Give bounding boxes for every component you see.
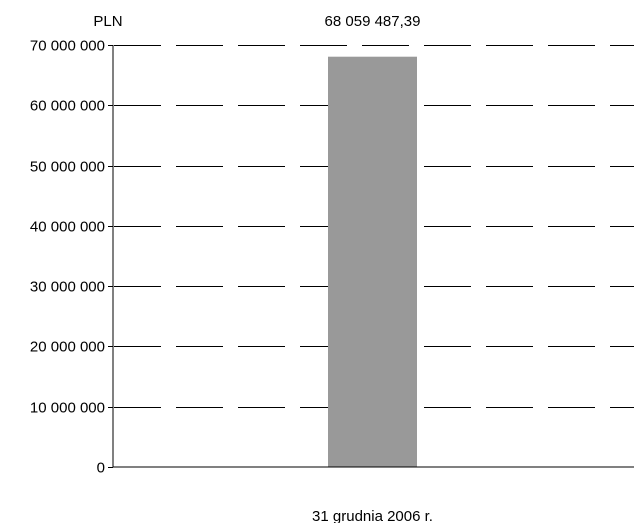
y-tick-label: 0	[97, 460, 105, 477]
y-axis-ticks: 0 10 000 000 20 000 000 30 000 000 40 000 00…	[30, 38, 113, 477]
y-tick-label: 20 000 000	[30, 339, 105, 356]
labels: 68 059 487,39 31 grudnia 2006 r.	[312, 13, 433, 523]
bar	[328, 56, 417, 468]
x-category-label: 31 grudnia 2006 r.	[312, 508, 433, 523]
y-axis-unit-label: PLN	[93, 13, 122, 30]
y-tick-label: 60 000 000	[30, 98, 105, 115]
bar-value-label: 68 059 487,39	[325, 13, 421, 30]
y-tick-label: 30 000 000	[30, 279, 105, 296]
y-tick-label: 50 000 000	[30, 159, 105, 176]
bars	[328, 56, 417, 468]
y-tick-label: 10 000 000	[30, 400, 105, 417]
y-tick-label: 40 000 000	[30, 219, 105, 236]
y-tick-label: 70 000 000	[30, 38, 105, 55]
